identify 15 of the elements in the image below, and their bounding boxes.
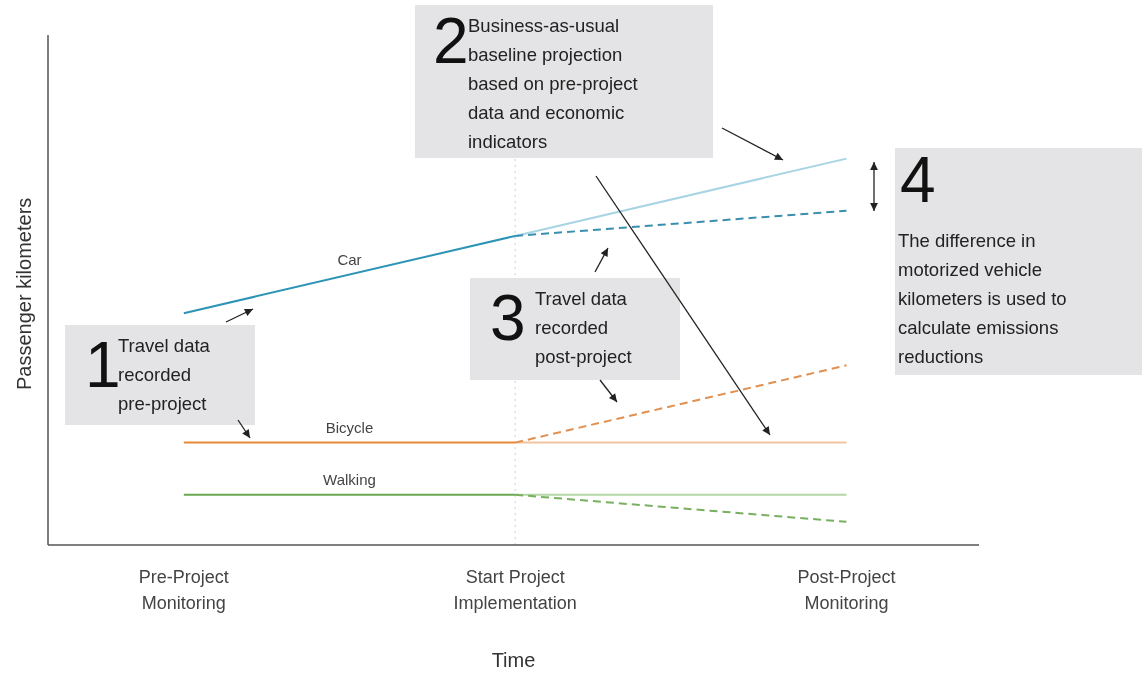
annotation: 3 [490,282,526,354]
annotation: Travel data recorded post-project [535,287,633,369]
annotation: 4 [900,144,936,216]
x-axis-title: Time [491,649,536,671]
series-label: Car [337,250,362,268]
text: 2 [433,5,469,77]
series-label: Bicycle [325,418,374,436]
x-tick-label: Start Project Implementation [453,567,577,613]
x-tick-label: Post-Project Monitoring [797,567,896,613]
series-label: Walking [323,470,376,488]
text: Business-as-usual baseline projection based on pre-project data and economic indicators [468,14,639,154]
y-axis-title: Passenger kilometers [13,197,36,390]
annotation: Travel data recorded pre-project [118,334,211,416]
x-tick-label: Pre-Project Monitoring [138,567,229,613]
annotation: The difference in motorized vehicle kilometers is used to calculate emissions reductions [898,229,1068,369]
